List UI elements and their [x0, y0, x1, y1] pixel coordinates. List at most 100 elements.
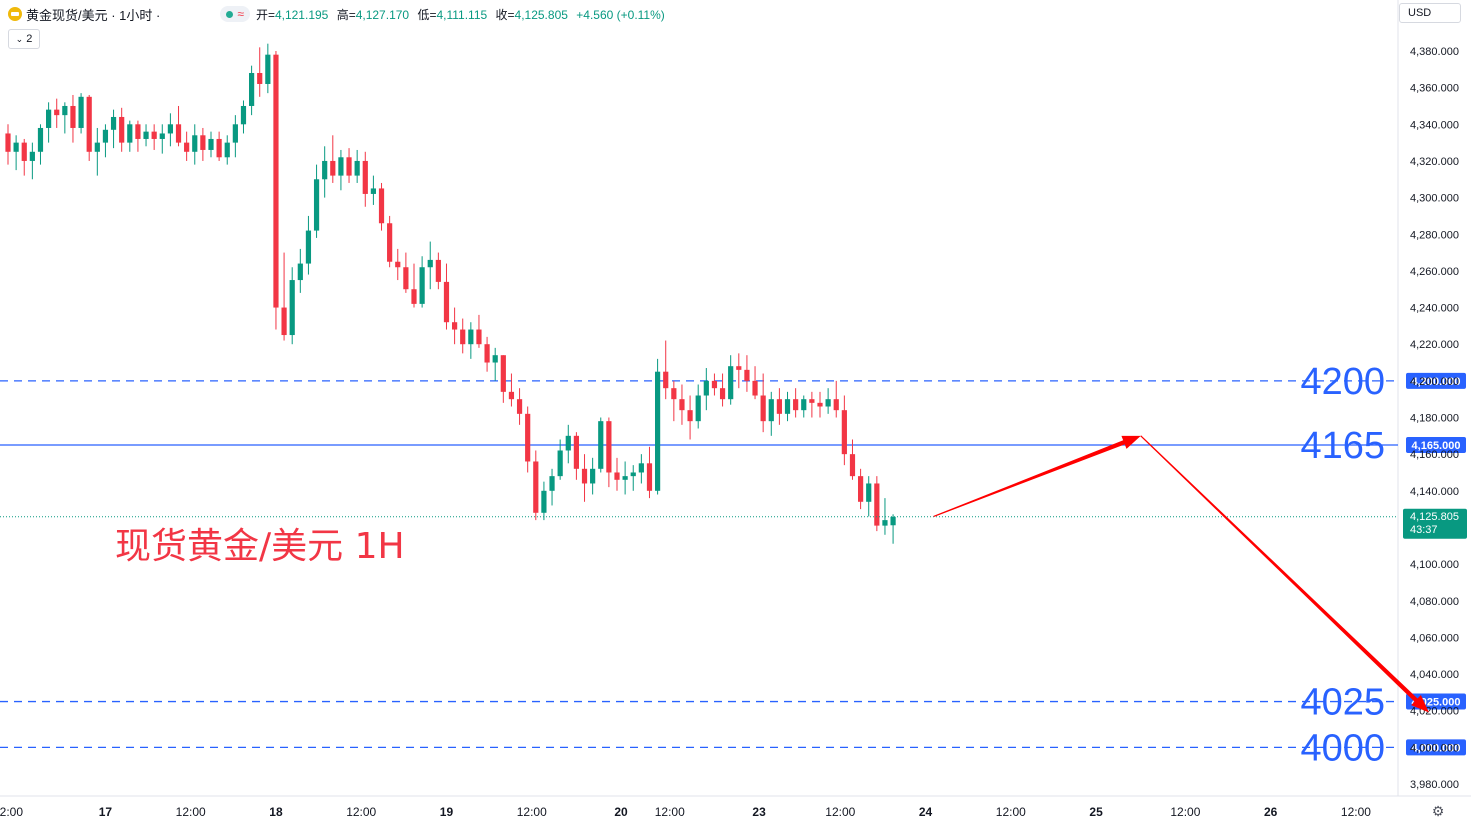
- price-tick-label: 4,320.000: [1410, 156, 1459, 168]
- candle-body: [598, 421, 604, 469]
- time-tick-label: 25: [1089, 805, 1103, 819]
- candle-body: [305, 230, 312, 264]
- up-arrow: [933, 435, 1141, 518]
- candle-body: [533, 461, 539, 513]
- level-tag-4165: [1406, 436, 1466, 453]
- candle-body: [54, 109, 60, 116]
- candle-body: [443, 281, 450, 323]
- last-price-countdown: 43:37: [1410, 524, 1438, 536]
- close-label: 收=: [495, 7, 515, 22]
- candle-body: [378, 188, 385, 224]
- market-status-pill[interactable]: ≈: [220, 6, 250, 22]
- candle-body: [590, 468, 596, 484]
- candle-body: [557, 450, 563, 477]
- indicator-collapse-button[interactable]: ⌄ 2: [8, 29, 40, 49]
- wave-icon: ≈: [237, 7, 244, 21]
- candle-body: [622, 476, 628, 480]
- candle-body: [728, 366, 734, 400]
- candle-body: [175, 124, 182, 143]
- ohlc-readout: 开=4,121.195 高=4,127.170 低=4,111.115 收=4,…: [256, 6, 665, 23]
- low-value: 4,111.115: [436, 7, 488, 22]
- candle-body: [468, 329, 474, 345]
- time-tick-label: 17: [99, 805, 113, 819]
- candle-body: [719, 388, 726, 400]
- time-tick-label: 12:00: [346, 805, 376, 819]
- down-arrow: [1140, 435, 1429, 713]
- candle-body: [858, 476, 864, 502]
- symbol-title[interactable]: 黄金现货/美元 · 1小时 ·: [26, 7, 161, 23]
- candle-body: [866, 483, 872, 502]
- price-tick-label: 3,980.000: [1410, 779, 1459, 791]
- candle-body: [703, 380, 709, 396]
- candle-body: [5, 133, 11, 152]
- open-label: 开=: [255, 7, 275, 22]
- time-tick-label: 12:00: [0, 805, 23, 819]
- time-tick-label: 26: [1264, 805, 1278, 819]
- candle-body: [801, 399, 807, 411]
- candle-body: [257, 72, 263, 84]
- price-tick-label: 4,180.000: [1410, 413, 1459, 425]
- high-label: 高=: [336, 7, 356, 22]
- candle-body: [354, 160, 360, 176]
- candle-body: [476, 329, 482, 345]
- candle-body: [849, 454, 856, 477]
- time-tick-label: 20: [614, 805, 628, 819]
- price-tick-label: 4,040.000: [1410, 669, 1459, 681]
- candle-body: [110, 116, 117, 130]
- candle-body: [362, 160, 368, 194]
- candle-body: [273, 54, 279, 308]
- price-tick-label: 4,360.000: [1410, 83, 1459, 95]
- candle-body: [744, 369, 750, 381]
- candle-body: [143, 131, 149, 139]
- candle-body: [638, 463, 644, 473]
- candle-body: [573, 435, 579, 469]
- candle-body: [784, 399, 791, 414]
- price-tick-label: 4,240.000: [1410, 303, 1459, 315]
- low-label: 低=: [417, 7, 437, 22]
- candle-body: [37, 127, 44, 152]
- candle-body: [606, 421, 612, 473]
- price-tick-label: 4,000.000: [1410, 742, 1459, 754]
- candle-body: [460, 329, 466, 345]
- candle-body: [297, 263, 303, 281]
- time-tick-label: 23: [752, 805, 766, 819]
- candle-body: [809, 399, 815, 403]
- candle-body: [508, 391, 515, 400]
- candle-body: [841, 410, 847, 455]
- candle-body: [776, 399, 782, 414]
- time-tick-label: 18: [269, 805, 283, 819]
- settings-gear-icon[interactable]: ⚙: [1431, 803, 1445, 819]
- level-label-4200: 4200: [1300, 361, 1385, 403]
- symbol-header: 黄金现货/美元 · 1小时 · ≈ 开=4,121.195 高=4,127.17…: [8, 5, 665, 23]
- level-label-4000: 4000: [1300, 727, 1385, 769]
- candle-body: [874, 483, 880, 526]
- high-value: 4,127.170: [355, 7, 410, 22]
- level-label-4165: 4165: [1300, 425, 1385, 467]
- time-tick-label: 19: [440, 805, 454, 819]
- candle-body: [793, 399, 799, 411]
- candle-body: [549, 476, 555, 491]
- candle-body: [427, 259, 433, 268]
- candle-body: [370, 188, 376, 194]
- close-value: 4,125.805: [514, 7, 568, 22]
- candles: [5, 43, 896, 544]
- candle-body: [21, 142, 27, 161]
- candle-body: [387, 223, 393, 262]
- candle-body: [46, 109, 52, 128]
- level-tag-text-4000: 4,000.000: [1412, 742, 1461, 754]
- candle-body: [127, 124, 133, 143]
- candle-body: [167, 124, 173, 134]
- currency-selector[interactable]: USD: [1399, 3, 1461, 23]
- candle-body: [184, 142, 190, 152]
- candle-body: [78, 96, 84, 128]
- candle-body: [687, 410, 693, 422]
- candle-body: [13, 142, 19, 152]
- time-tick-label: 12:00: [1170, 805, 1200, 819]
- level-label-4025: 4025: [1300, 682, 1385, 724]
- candle-body: [159, 133, 165, 139]
- candle-body: [630, 472, 636, 477]
- time-tick-label: 12:00: [176, 805, 206, 819]
- candle-body: [516, 399, 523, 414]
